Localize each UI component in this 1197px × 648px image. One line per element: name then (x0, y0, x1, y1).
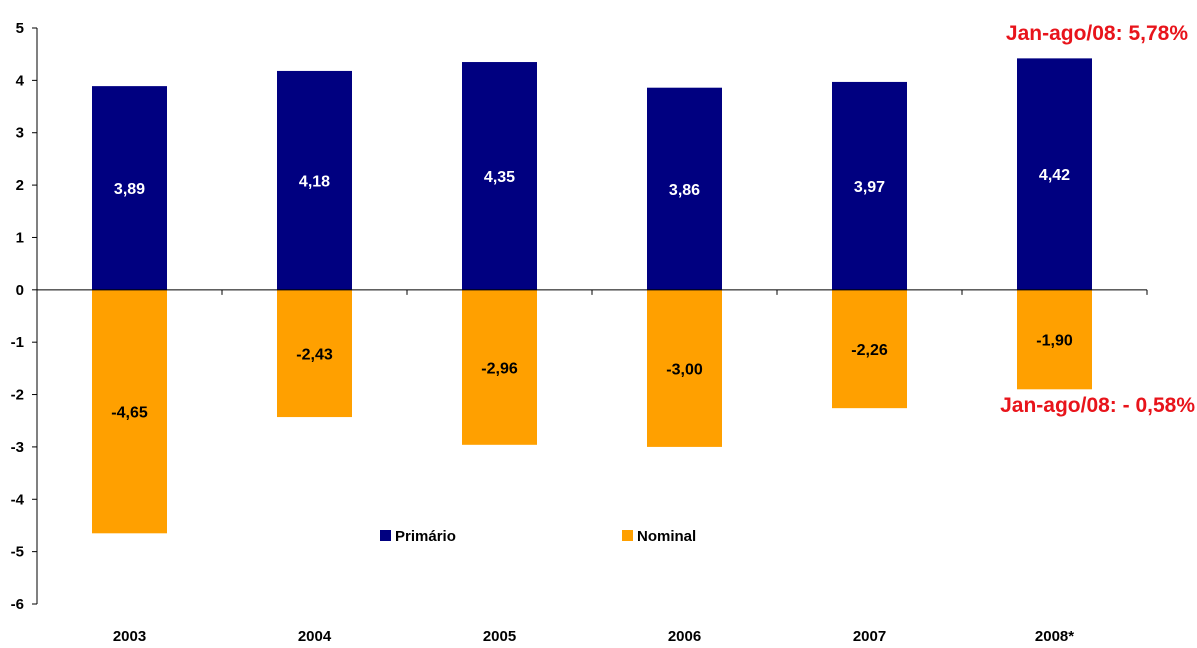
data-label: 3,86 (669, 182, 700, 199)
y-tick-label: -6 (11, 596, 24, 613)
y-tick-label: 2 (16, 177, 24, 194)
data-label: 4,35 (484, 169, 515, 186)
bar-primrio-2007 (832, 81, 907, 290)
bar-nominal-2007 (832, 289, 907, 409)
legend: Primário Nominal (380, 528, 696, 545)
data-label: 4,42 (1039, 167, 1070, 184)
bar-primrio-2003 (92, 86, 167, 290)
y-tick-label: -2 (11, 387, 24, 404)
data-label: -3,00 (666, 361, 703, 378)
bar-nominal-2004 (277, 289, 352, 418)
y-tick-label: 4 (16, 72, 25, 89)
bar-primrio-2006 (647, 87, 722, 290)
legend-swatch (622, 530, 633, 541)
x-tick-label: 2004 (298, 628, 332, 645)
data-label: -2,43 (296, 346, 333, 363)
legend-label: Nominal (637, 528, 696, 545)
data-label: 4,18 (299, 173, 330, 190)
x-tick-label: 2005 (483, 628, 516, 645)
bar-nominal-2006 (647, 289, 722, 447)
y-tick-label: -4 (11, 491, 25, 508)
bar-primrio-2005 (462, 62, 537, 290)
bar-primrio-2008 (1017, 58, 1092, 290)
x-tick-label: 2008* (1035, 628, 1074, 645)
y-tick-label: -3 (11, 439, 24, 456)
bar-nominal-2008 (1017, 289, 1092, 390)
legend-swatch (380, 530, 391, 541)
annotation-text: Jan-ago/08: 5,78% (1006, 22, 1188, 45)
data-label: -1,90 (1036, 333, 1073, 350)
bars-layer (92, 58, 1092, 534)
bar-nominal-2003 (92, 289, 167, 534)
bar-nominal-2005 (462, 289, 537, 445)
data-label: -2,96 (481, 360, 518, 377)
labels-layer: 3,89 4,18 4,35 3,86 3,97 4,42 -4,65 -2,43 -2,96 -… (111, 167, 1073, 421)
data-label: 3,97 (854, 179, 885, 196)
y-tick-label: 0 (16, 282, 24, 299)
x-tick-label: 2006 (668, 628, 701, 645)
data-label: -4,65 (111, 405, 148, 422)
y-tick-label: 5 (16, 20, 24, 37)
y-tick-label: -1 (11, 334, 24, 351)
y-tick-label: 1 (16, 229, 24, 246)
legend-label: Primário (395, 528, 456, 545)
annotations-layer: Jan-ago/08: 5,78% Jan-ago/08: - 0,58% (1000, 22, 1195, 417)
x-tick-label: 2007 (853, 628, 886, 645)
y-tick-label: 3 (16, 125, 24, 142)
bar-primrio-2004 (277, 70, 352, 290)
data-label: 3,89 (114, 181, 145, 198)
y-tick-label: -5 (11, 544, 24, 561)
x-tick-label: 2003 (113, 628, 146, 645)
annotation-text: Jan-ago/08: - 0,58% (1000, 394, 1195, 417)
axes-layer: -6 -5 -4 -3 -2 -1 0 1 2 3 4 5 2003 2004 2005 2006 2007 20… (11, 20, 1148, 645)
data-label: -2,26 (851, 342, 888, 359)
